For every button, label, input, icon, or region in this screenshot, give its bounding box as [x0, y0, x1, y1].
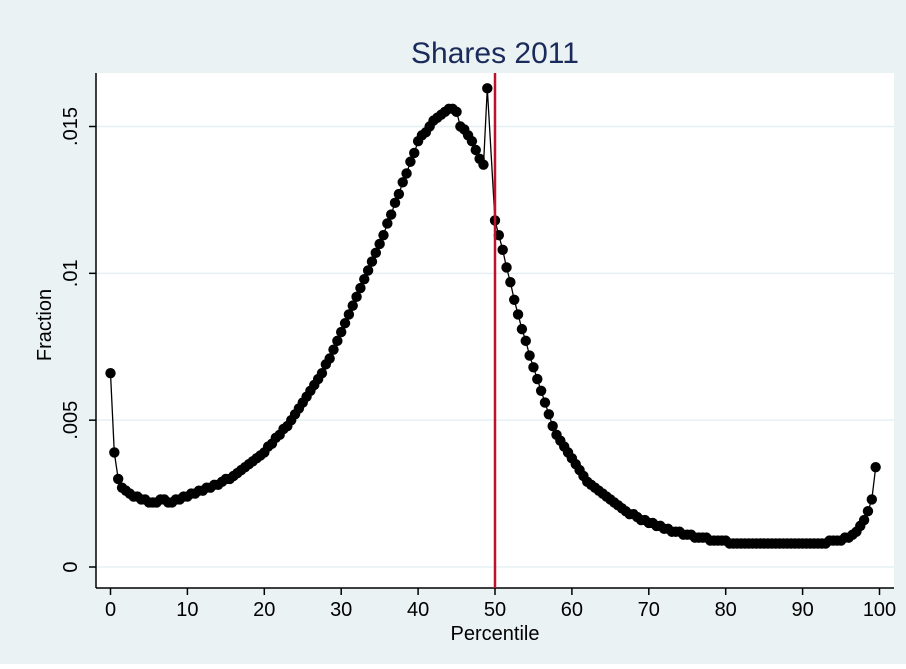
data-point — [366, 256, 378, 267]
data-point — [524, 350, 535, 361]
data-point — [401, 168, 412, 179]
x-tick-label: 100 — [863, 599, 896, 621]
data-point — [478, 159, 489, 170]
data-point — [355, 282, 366, 294]
data-point — [862, 506, 874, 517]
y-axis-label: Fraction — [34, 289, 56, 361]
data-point — [316, 367, 328, 379]
x-tick-label: 30 — [330, 599, 352, 621]
data-point — [343, 309, 355, 320]
data-point — [535, 385, 547, 396]
data-point — [393, 188, 405, 200]
data-point — [512, 309, 524, 320]
x-axis-label: Percentile — [451, 623, 540, 645]
data-point — [547, 420, 558, 432]
data-point — [351, 291, 362, 303]
data-point — [466, 135, 478, 147]
data-point — [328, 344, 339, 355]
x-tick-label: 90 — [791, 599, 813, 621]
data-point — [336, 326, 347, 338]
data-point — [505, 276, 516, 288]
data-point — [405, 156, 416, 167]
data-point — [370, 247, 382, 258]
data-point — [528, 362, 539, 373]
y-tick-label: .01 — [60, 259, 82, 287]
data-point — [382, 218, 393, 229]
x-tick-label: 40 — [407, 599, 429, 621]
data-point — [451, 106, 462, 118]
data-point — [389, 197, 401, 209]
chart-title: Shares 2011 — [411, 37, 579, 70]
data-point — [109, 447, 120, 458]
y-tick-label: .005 — [60, 401, 82, 440]
data-point — [105, 367, 116, 379]
data-point — [516, 323, 528, 335]
data-point — [409, 147, 420, 159]
data-point — [870, 461, 881, 473]
data-point — [378, 229, 389, 241]
data-point — [339, 318, 351, 329]
x-tick-label: 20 — [253, 599, 275, 621]
y-tick-label: .015 — [60, 107, 82, 146]
data-point — [470, 144, 481, 156]
y-tick-label: 0 — [60, 561, 82, 572]
data-point — [858, 514, 870, 526]
data-point — [112, 473, 124, 485]
x-tick-label: 70 — [638, 599, 660, 621]
data-point — [509, 294, 520, 305]
data-point — [497, 244, 508, 256]
x-tick-label: 80 — [715, 599, 737, 621]
data-point — [374, 238, 385, 250]
data-point — [324, 353, 335, 364]
x-tick-label: 50 — [484, 599, 506, 621]
data-point — [539, 397, 551, 408]
data-point — [359, 274, 370, 285]
data-point — [482, 83, 493, 94]
x-tick-label: 60 — [561, 599, 583, 621]
x-tick-label: 0 — [105, 599, 116, 621]
axes: 0 .005 .01 .015 0 10 20 30 40 50 60 70 80 90 100 — [60, 73, 896, 621]
series-layer — [105, 83, 881, 549]
data-point — [543, 409, 555, 420]
data-point — [332, 335, 343, 347]
data-point — [347, 300, 358, 311]
data-point — [362, 265, 374, 276]
data-point — [532, 373, 543, 385]
data-point — [397, 177, 408, 188]
data-point — [520, 335, 531, 347]
data-point — [385, 209, 397, 220]
data-point — [866, 494, 878, 505]
data-point — [501, 262, 512, 273]
x-tick-label: 10 — [176, 599, 198, 621]
